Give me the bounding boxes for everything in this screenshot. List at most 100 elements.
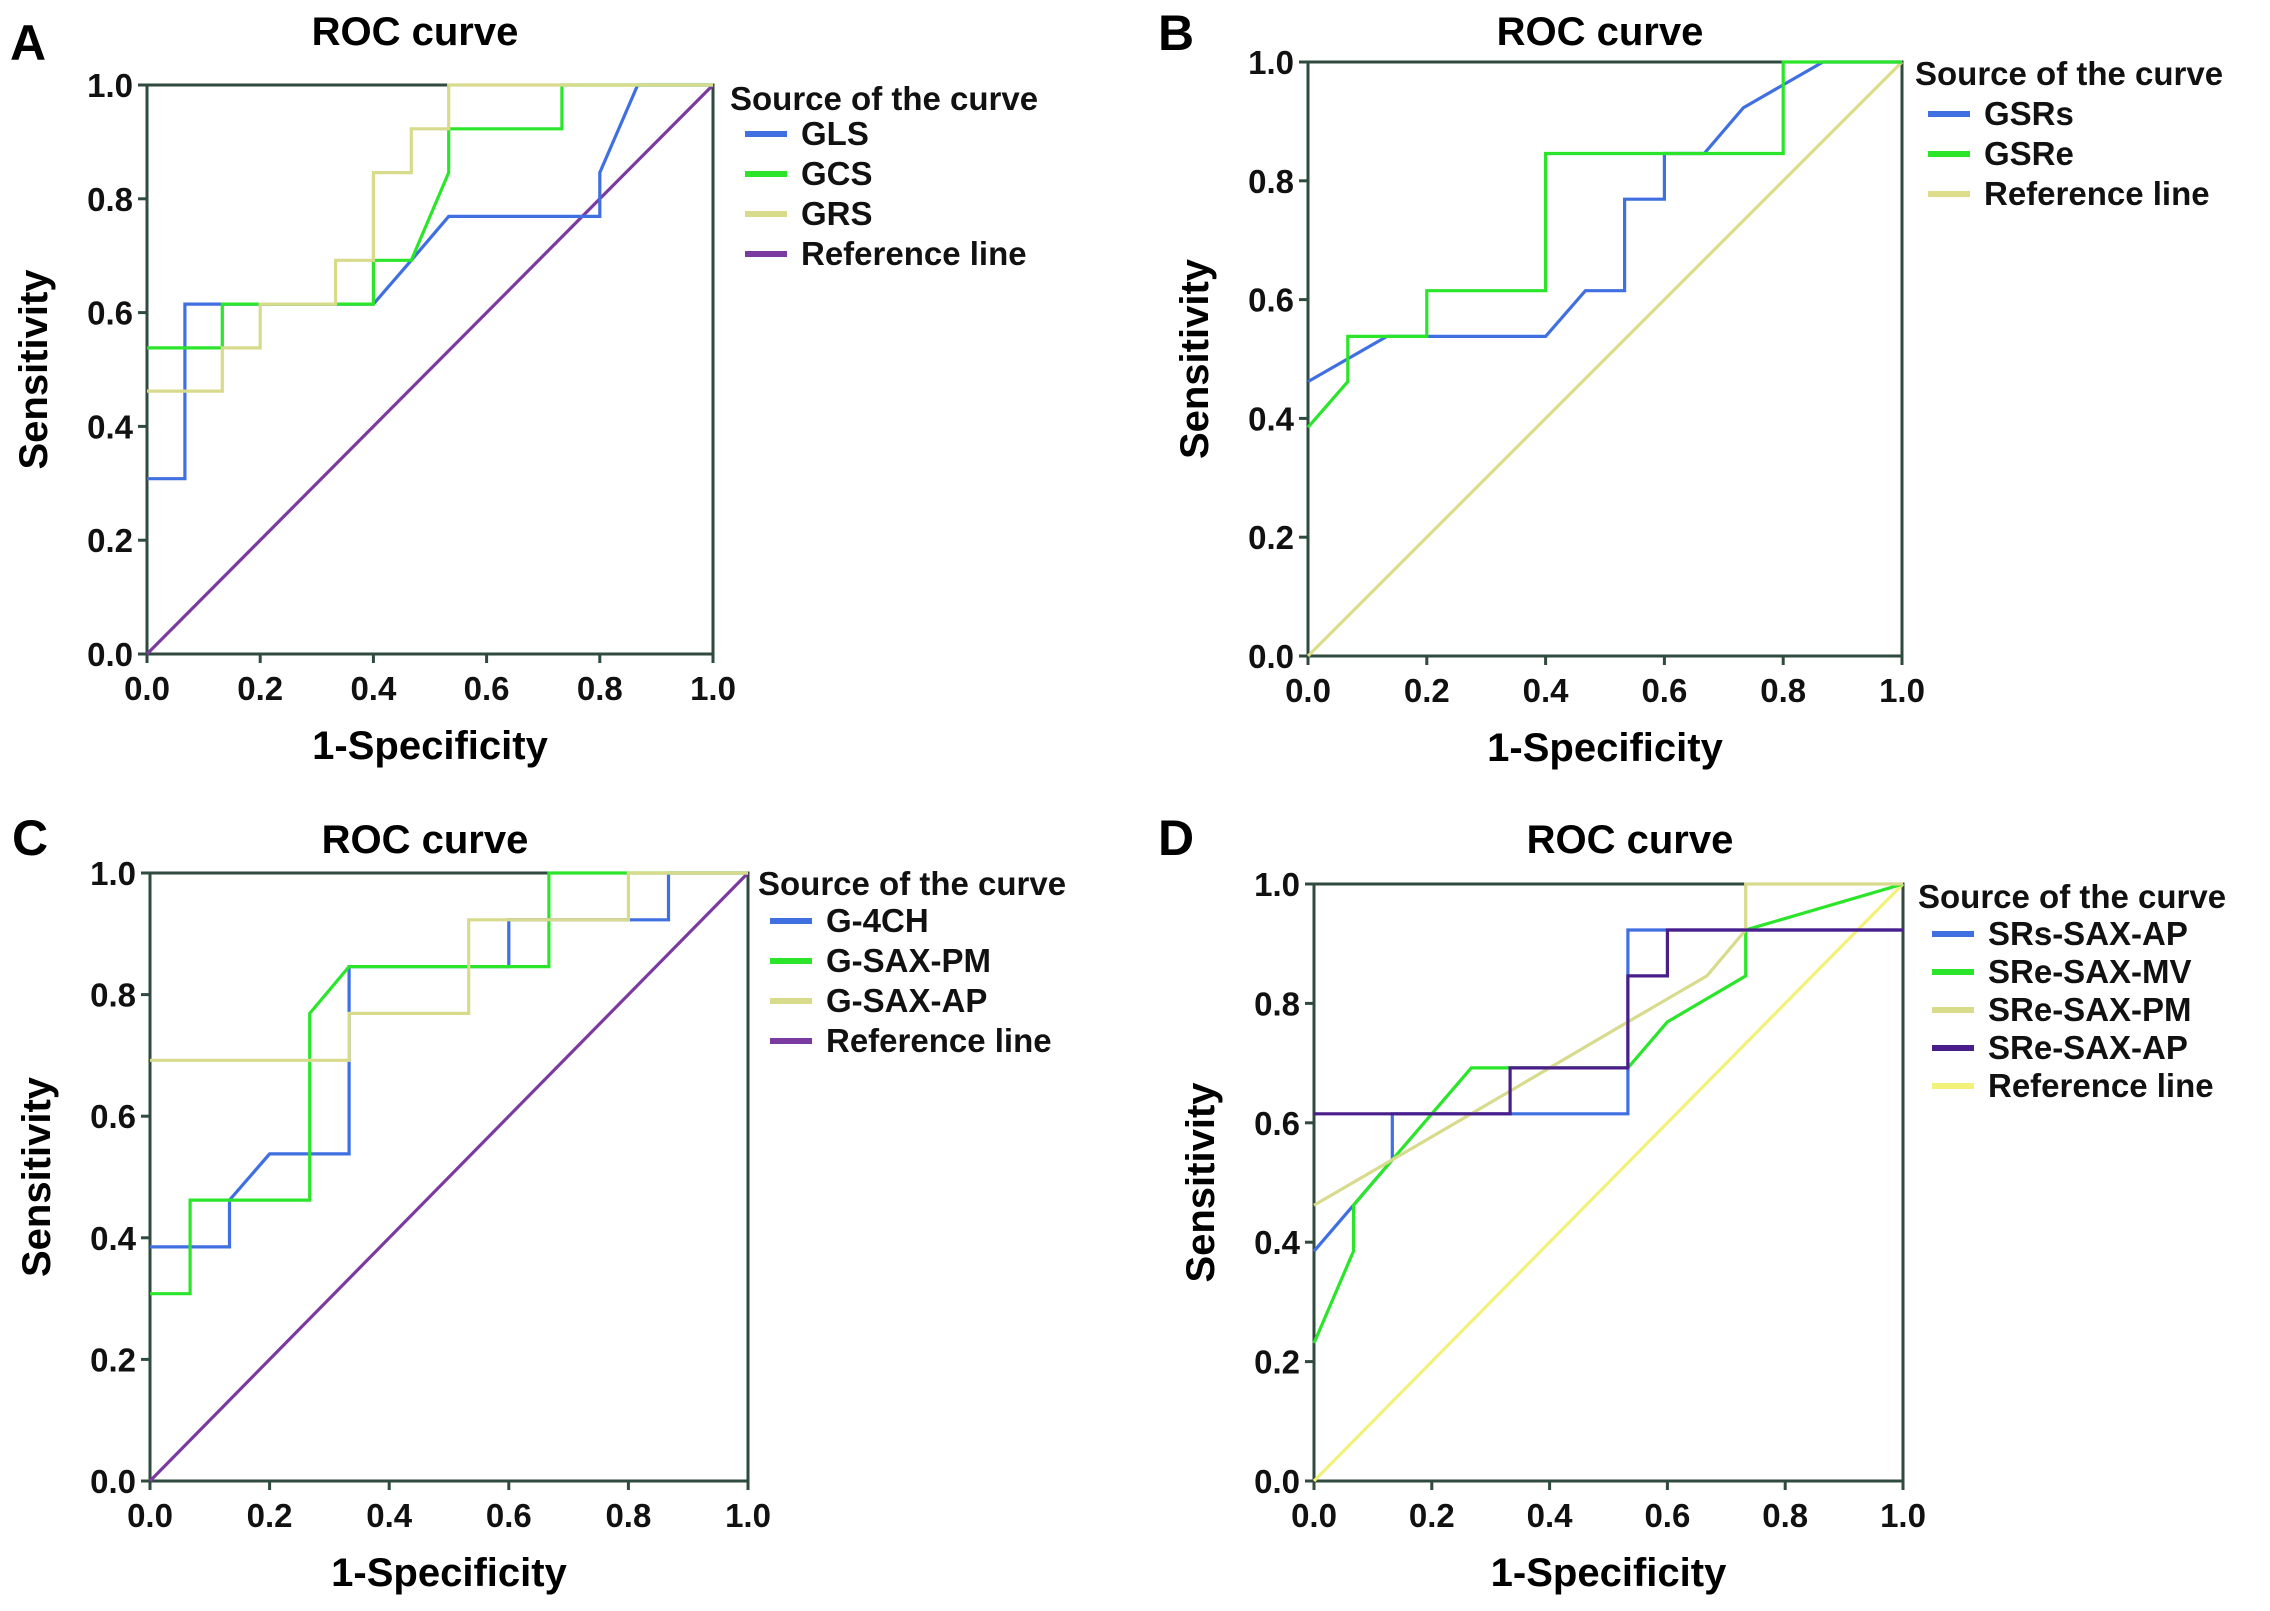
chart-title: ROC curve — [1527, 818, 1734, 862]
x-tick-label: 1.0 — [725, 1497, 771, 1534]
x-tick-label: 0.8 — [577, 670, 623, 707]
x-tick-label: 0.0 — [1285, 672, 1331, 709]
y-tick-label: 0.4 — [1254, 1224, 1301, 1261]
plot-frame — [145, 83, 715, 656]
legend-title: Source of the curve — [1915, 55, 2223, 92]
x-tick-label: 0.4 — [366, 1497, 413, 1534]
x-axis-title: 1-Specificity — [1487, 726, 1723, 770]
x-axis-title: 1-Specificity — [1491, 1551, 1727, 1595]
panel-letter: D — [1158, 810, 1194, 866]
y-tick-label: 0.6 — [90, 1098, 136, 1135]
series-line-gsrs — [1307, 60, 1902, 383]
y-tick-label: 0.4 — [1248, 400, 1295, 437]
legend-title: Source of the curve — [730, 80, 1038, 117]
y-tick-label: 0.8 — [1254, 985, 1300, 1022]
legend-title: Source of the curve — [1918, 878, 2226, 915]
x-tick-label: 0.6 — [1644, 1497, 1690, 1534]
y-tick-label: 0.8 — [1248, 163, 1294, 200]
y-tick-label: 0.0 — [1254, 1463, 1300, 1500]
legend-label: SRe-SAX-MV — [1988, 953, 2192, 990]
series-line-sre-sax-pm — [1313, 882, 1903, 1207]
series-line-sre-sax-ap — [1314, 928, 1903, 1116]
legend-label: GLS — [801, 115, 869, 152]
x-axis-title: 1-Specificity — [331, 1551, 567, 1595]
series-line-gls — [147, 83, 713, 481]
y-tick-label: 0.4 — [90, 1220, 137, 1257]
x-tick-label: 0.8 — [605, 1497, 651, 1534]
x-tick-label: 0.6 — [464, 670, 510, 707]
legend-label: Reference line — [801, 235, 1027, 272]
plot-frame — [1312, 882, 1905, 1483]
x-tick-label: 0.2 — [1409, 1497, 1455, 1534]
legend-label: G-4CH — [826, 902, 929, 939]
legend-label: GCS — [801, 155, 873, 192]
y-axis-title: Sensitivity — [1173, 258, 1217, 459]
x-tick-label: 0.4 — [350, 670, 397, 707]
y-tick-label: 0.6 — [1254, 1105, 1300, 1142]
y-tick-label: 0.0 — [90, 1463, 136, 1500]
y-tick-label: 0.0 — [87, 636, 133, 673]
y-tick-label: 1.0 — [1248, 44, 1294, 81]
series-line-gsre — [1306, 60, 1902, 429]
x-tick-label: 0.4 — [1523, 672, 1570, 709]
series-line-sre-sax-mv — [1312, 882, 1904, 1344]
series-line-srs-sax-ap — [1312, 928, 1903, 1253]
series-line-reference-line — [1312, 882, 1905, 1483]
series-line-g-sax-ap — [150, 871, 748, 1062]
panel-letter: B — [1158, 5, 1194, 61]
panel-b: B ROC curve 0.0 0.2 0.4 0.6 0.8 1.0 0.0 0.2 0.4 0.6… — [1158, 5, 2223, 770]
legend-label: SRs-SAX-AP — [1988, 915, 2188, 952]
y-tick-label: 0.2 — [90, 1341, 136, 1378]
y-tick-label: 0.6 — [1248, 282, 1294, 319]
y-tick-label: 1.0 — [87, 67, 133, 104]
legend-label: SRe-SAX-PM — [1988, 991, 2192, 1028]
panel-d: D ROC curve 0.0 0.2 0.4 0.6 0.8 1.0 0.0 0.2 0.4 0.6… — [1158, 810, 2226, 1595]
x-tick-label: 0.0 — [1291, 1497, 1337, 1534]
legend-label: Reference line — [826, 1022, 1052, 1059]
x-tick-label: 0.2 — [1404, 672, 1450, 709]
legend-label: GRS — [801, 195, 873, 232]
series-line-reference-line — [148, 871, 750, 1483]
y-axis-title: Sensitivity — [1179, 1082, 1223, 1283]
x-tick-label: 0.6 — [1641, 672, 1687, 709]
x-tick-label: 0.6 — [486, 1497, 532, 1534]
x-tick-label: 0.0 — [124, 670, 170, 707]
panel-a: A ROC curve 0.0 0.2 0.4 0.6 0.8 1.0 0.0 0.2 0.4 0.6… — [10, 10, 1038, 768]
series-line-grs — [147, 83, 713, 393]
legend-title: Source of the curve — [758, 865, 1066, 902]
x-tick-label: 0.2 — [237, 670, 283, 707]
y-axis-title: Sensitivity — [15, 1076, 59, 1277]
y-axis-title: Sensitivity — [12, 269, 56, 470]
legend-label: GSRe — [1984, 135, 2074, 172]
x-axis-title: 1-Specificity — [312, 724, 548, 768]
chart-title: ROC curve — [322, 818, 529, 862]
x-tick-label: 1.0 — [690, 670, 736, 707]
x-tick-label: 1.0 — [1879, 672, 1925, 709]
x-tick-label: 0.8 — [1760, 672, 1806, 709]
y-tick-label: 0.2 — [1248, 519, 1294, 556]
y-tick-label: 1.0 — [1254, 866, 1300, 903]
chart-title: ROC curve — [312, 10, 519, 54]
series-line-gcs — [147, 83, 713, 350]
legend-label: GSRs — [1984, 95, 2074, 132]
y-tick-label: 0.6 — [87, 295, 133, 332]
panel-letter: C — [12, 810, 48, 866]
legend-label: G-SAX-AP — [826, 982, 987, 1019]
plot-frame — [1306, 60, 1904, 658]
legend-label: SRe-SAX-AP — [1988, 1029, 2188, 1066]
x-tick-label: 0.4 — [1527, 1497, 1574, 1534]
y-tick-label: 0.2 — [1254, 1344, 1300, 1381]
y-tick-label: 0.8 — [90, 977, 136, 1014]
x-tick-label: 0.0 — [127, 1497, 173, 1534]
x-tick-label: 1.0 — [1880, 1497, 1926, 1534]
y-tick-label: 0.2 — [87, 522, 133, 559]
y-tick-label: 0.8 — [87, 181, 133, 218]
series-line-reference-line — [1306, 60, 1904, 658]
y-tick-label: 1.0 — [90, 855, 136, 892]
y-tick-label: 0.4 — [87, 408, 134, 445]
chart-title: ROC curve — [1497, 10, 1704, 54]
legend-label: G-SAX-PM — [826, 942, 991, 979]
series-line-g-sax-pm — [150, 871, 748, 1296]
x-tick-label: 0.2 — [247, 1497, 293, 1534]
